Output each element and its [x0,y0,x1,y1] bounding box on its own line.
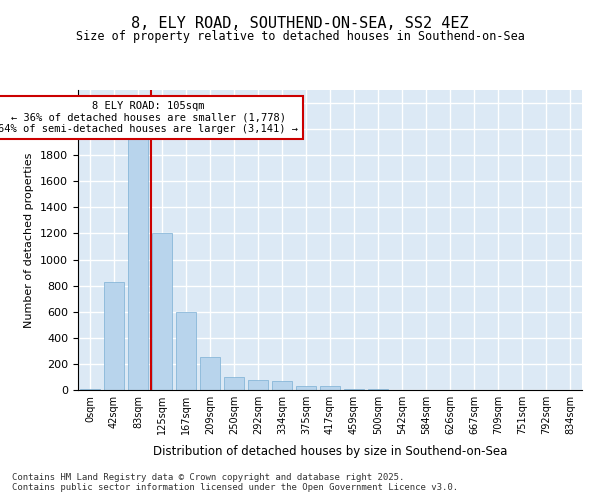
Text: Size of property relative to detached houses in Southend-on-Sea: Size of property relative to detached ho… [76,30,524,43]
Bar [320,386,340,390]
X-axis label: Distribution of detached houses by size in Southend-on-Sea: Distribution of detached houses by size … [153,446,507,458]
Bar [224,377,244,390]
Bar [176,312,196,390]
Bar [344,388,364,390]
Y-axis label: Number of detached properties: Number of detached properties [25,152,34,328]
Bar [296,386,316,390]
Bar [248,380,268,390]
Bar [272,381,292,390]
Bar [200,358,220,390]
Bar [104,282,124,390]
Bar [128,136,148,390]
Text: 8, ELY ROAD, SOUTHEND-ON-SEA, SS2 4EZ: 8, ELY ROAD, SOUTHEND-ON-SEA, SS2 4EZ [131,16,469,31]
Text: 8 ELY ROAD: 105sqm
← 36% of detached houses are smaller (1,778)
64% of semi-deta: 8 ELY ROAD: 105sqm ← 36% of detached hou… [0,101,298,134]
Text: Contains HM Land Registry data © Crown copyright and database right 2025.
Contai: Contains HM Land Registry data © Crown c… [12,473,458,492]
Bar [152,234,172,390]
